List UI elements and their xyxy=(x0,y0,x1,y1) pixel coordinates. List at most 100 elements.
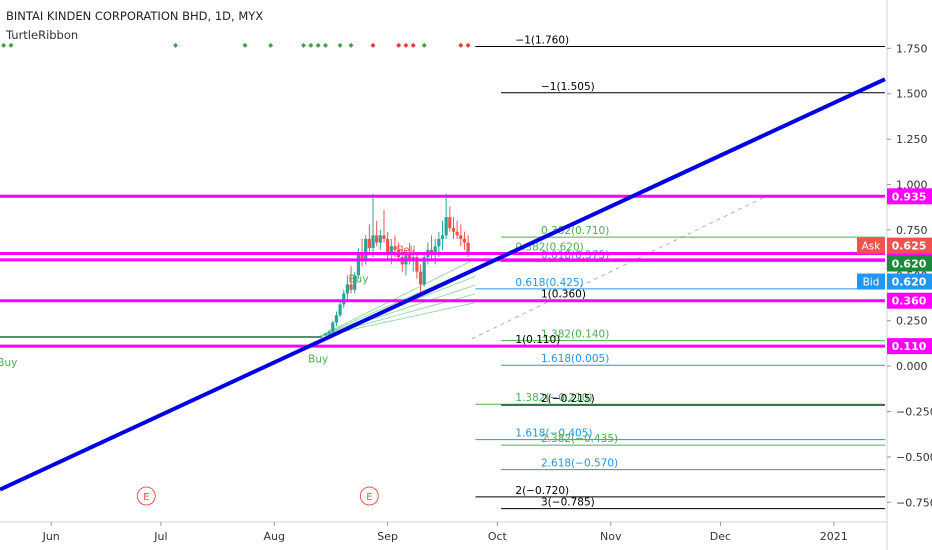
x-tick-label: Oct xyxy=(488,530,508,543)
y-tick-label: 0.750 xyxy=(896,224,928,237)
level-badge-bg xyxy=(887,292,932,309)
candle-body xyxy=(367,238,371,249)
y-tick-label: −0.750 xyxy=(896,496,932,509)
signal-dot-icon xyxy=(8,42,14,48)
signal-dot-icon xyxy=(315,42,321,48)
candle-body xyxy=(331,322,335,332)
candle-body xyxy=(437,238,441,247)
signal-dot-icon xyxy=(410,42,416,48)
price-badge-tag: Bid xyxy=(863,277,880,289)
level-badge-bg xyxy=(887,338,932,355)
price-badge-bg xyxy=(887,273,932,290)
candle-body xyxy=(418,271,423,285)
trend-line xyxy=(0,77,886,492)
price-badge-value: 0.625 xyxy=(892,240,927,253)
y-tick-label: −0.500 xyxy=(896,451,932,464)
ribbon-ma-line xyxy=(310,284,476,338)
signal-dot-icon xyxy=(268,42,274,48)
signal-dot-icon xyxy=(173,42,179,48)
level-badge-bg xyxy=(887,188,932,205)
candle-body xyxy=(466,242,470,254)
fib-level-label: 2(−0.720) xyxy=(515,485,569,497)
signal-dot-icon xyxy=(396,42,402,48)
fib-level-label: 1.618(−0.405) xyxy=(515,428,592,440)
y-tick-label: 0.000 xyxy=(896,360,928,373)
signal-dot-icon xyxy=(322,42,328,48)
x-tick-label: Jul xyxy=(153,530,167,543)
candle-body xyxy=(393,246,397,250)
candle-body xyxy=(327,331,331,334)
y-tick-label: −0.250 xyxy=(896,405,932,418)
signal-dot-icon xyxy=(458,42,464,48)
candle-body xyxy=(459,235,463,239)
signal-dot-icon xyxy=(301,42,307,48)
price-badge-tag-bg xyxy=(857,237,885,254)
signal-annotation: Buy xyxy=(348,274,368,286)
candle-body xyxy=(389,246,393,254)
fib-level-label: 1.618(0.005) xyxy=(541,353,609,365)
candle-body xyxy=(356,253,360,276)
x-tick-label: Nov xyxy=(600,530,622,543)
fib-level-label: −1(1.505) xyxy=(541,81,595,93)
level-badge-label: 0.935 xyxy=(892,190,927,203)
candle-body xyxy=(415,257,419,272)
fib-level-label: 3(−0.785) xyxy=(541,497,595,509)
candle-body xyxy=(382,235,386,239)
x-tick-label: Jun xyxy=(42,530,60,543)
candle-body xyxy=(462,238,467,243)
candle-body xyxy=(455,231,459,236)
candle-body xyxy=(429,249,434,254)
candle-body xyxy=(378,235,382,243)
price-badge-tag: Ask xyxy=(862,241,882,253)
price-badge-value: 0.620 xyxy=(892,258,927,271)
level-badge-label: 0.110 xyxy=(892,340,927,353)
earnings-marker-label: E xyxy=(366,492,372,503)
signal-dot-icon xyxy=(337,42,343,48)
candle-body xyxy=(448,217,452,229)
price-badge-tag-bg xyxy=(857,273,885,290)
candle-body xyxy=(353,275,357,290)
x-tick-label: Sep xyxy=(377,530,398,543)
signal-dot-icon xyxy=(348,42,354,48)
fib-level-label: −1(1.760) xyxy=(515,35,569,47)
fib-level-label: 0.382(0.710) xyxy=(541,225,609,237)
signal-dot-icon xyxy=(403,42,409,48)
fib-level-label: 1(0.360) xyxy=(541,289,586,301)
signal-annotation: Sell xyxy=(396,245,415,257)
fib-level-label: 0.618(0.425) xyxy=(515,277,583,289)
level-badge-label: 0.360 xyxy=(892,295,927,308)
candle-body xyxy=(440,235,445,239)
fib-level-label: 1(0.110) xyxy=(515,334,560,346)
candle-body xyxy=(338,304,342,316)
price-badge-bg xyxy=(887,237,932,254)
candle-body xyxy=(364,238,368,261)
fib-level-label: 2(−0.215) xyxy=(541,393,595,405)
signal-dot-icon xyxy=(465,42,471,48)
fib-level-label: 1.382(−0.210) xyxy=(515,392,592,404)
candle-body xyxy=(360,253,364,261)
symbol-title: BINTAI KINDEN CORPORATION BHD, 1D, MYX xyxy=(6,9,264,23)
ribbon-ma-line xyxy=(310,267,476,338)
signal-dot-icon xyxy=(370,42,376,48)
candle-body xyxy=(371,235,375,249)
signal-annotation: Buy xyxy=(308,353,328,365)
ribbon-ma-line xyxy=(310,258,476,338)
projection-line xyxy=(471,196,765,340)
candle-body xyxy=(375,235,379,243)
signal-dot-icon xyxy=(1,42,7,48)
candle-body xyxy=(422,257,426,285)
candle-body xyxy=(323,333,328,336)
x-tick-label: Aug xyxy=(264,530,285,543)
candle-body xyxy=(349,284,353,290)
candle-body xyxy=(451,228,456,232)
indicator-name[interactable]: TurtleRibbon xyxy=(6,28,79,42)
fib-level-label: 1.382(0.140) xyxy=(541,329,609,341)
fib-level-label: 2.382(−0.435) xyxy=(541,433,618,445)
x-tick-label: Dec xyxy=(710,530,731,543)
earnings-marker-icon xyxy=(359,486,379,506)
earnings-marker-label: E xyxy=(143,492,149,503)
signal-dot-icon xyxy=(308,42,314,48)
signal-annotation: Buy xyxy=(0,357,17,369)
